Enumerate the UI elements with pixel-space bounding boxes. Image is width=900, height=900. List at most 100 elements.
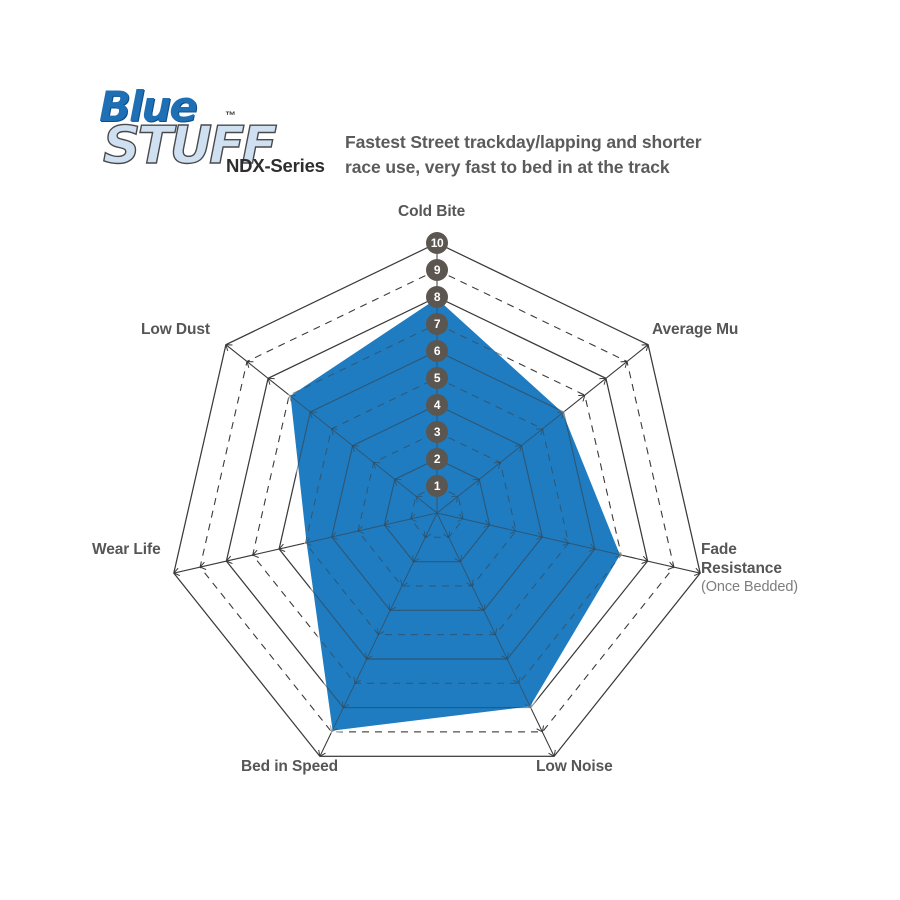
spoke-barb	[590, 543, 596, 550]
axis-label-text: Low Noise	[536, 758, 613, 775]
spoke-barb	[199, 561, 205, 568]
spoke-barb	[483, 524, 490, 528]
spoke-barb	[518, 676, 521, 684]
spoke-barb	[553, 749, 556, 757]
spoke-barb	[384, 524, 391, 528]
spoke-barb	[331, 536, 338, 540]
spoke-barb	[423, 530, 426, 538]
spoke-barb	[357, 530, 365, 534]
spoke-barb	[252, 554, 259, 559]
grid-ring-4	[331, 404, 543, 611]
grid-ring-1	[410, 485, 464, 538]
scale-tick-8: 8	[426, 286, 448, 308]
spoke-barb	[694, 572, 701, 577]
spoke-barb	[495, 628, 498, 635]
spoke-barb	[476, 479, 480, 486]
series-name: NDX-Series	[226, 155, 325, 176]
spoke-barb	[541, 725, 544, 732]
spoke-barb	[318, 749, 321, 757]
spoke-barb	[509, 530, 517, 534]
spoke-barb	[477, 606, 485, 611]
spoke-barb	[511, 525, 517, 532]
scale-tick-2: 2	[426, 448, 448, 470]
trademark-icon: ™	[225, 110, 236, 122]
product-tagline: Fastest Street trackday/lapping and shor…	[345, 130, 745, 180]
spoke-barb	[354, 679, 361, 684]
spoke-barb	[537, 531, 543, 538]
spoke-barb	[309, 411, 313, 419]
logo-word-blue: Blue	[99, 82, 198, 131]
spoke-barb	[365, 652, 368, 660]
axis-label-text: Cold Bite	[398, 203, 466, 220]
axis-label-sublabel: (Once Bedded)	[701, 579, 799, 595]
grid-ring-6	[278, 350, 596, 660]
spoke-barb	[641, 560, 648, 565]
spoke-barb	[562, 542, 569, 546]
scale-tick-10: 10	[426, 232, 448, 254]
spoke-barb	[425, 533, 432, 538]
spoke-barb	[455, 496, 459, 503]
axis-label-text: Bed in Speed	[241, 758, 338, 775]
scale-tick-1: 1	[426, 475, 448, 497]
spoke-barb	[513, 679, 520, 684]
spoke-barb	[388, 603, 391, 611]
axis-label-low-dust: Low Dust	[141, 320, 210, 339]
spoke-barb	[246, 361, 250, 368]
radar-chart-svg	[173, 242, 701, 757]
spoke-barb	[352, 445, 355, 453]
spoke-barb	[173, 572, 180, 577]
spoke-barb	[330, 725, 333, 732]
spoke-barb	[669, 561, 675, 568]
spoke-barb	[645, 344, 649, 352]
spoke-barb	[642, 555, 648, 562]
spoke-barb	[501, 655, 508, 660]
scale-tick-3: 3	[426, 421, 448, 443]
axis-label-average-mu: Average Mu	[652, 320, 738, 339]
spoke-barb	[536, 728, 543, 733]
spoke-barb	[394, 479, 398, 486]
grid-ring-5	[304, 377, 570, 636]
spoke-barb	[498, 462, 501, 469]
spoke-barb	[667, 566, 675, 571]
spoke-barb	[366, 655, 373, 660]
data-polygon	[288, 295, 623, 734]
spoke-barb	[225, 344, 229, 352]
spoke-barb	[384, 519, 390, 526]
spoke-barb	[415, 496, 419, 503]
spoke-barb	[305, 537, 311, 544]
spoke-barb	[489, 631, 496, 635]
page-header: Blue ™ STUFF NDX-Series Fastest Street t…	[0, 0, 900, 200]
spoke-barb	[226, 555, 232, 562]
axis-label-cold-bite: Cold Bite	[398, 202, 465, 221]
grid-ring-8	[225, 296, 649, 709]
blue-stuff-logo: Blue ™ STUFF	[97, 82, 278, 178]
spoke-barb	[484, 519, 490, 526]
spoke-barb	[331, 728, 338, 733]
spoke-barb	[226, 560, 233, 565]
spoke-barb	[624, 361, 628, 368]
spoke-barb	[341, 701, 344, 708]
spoke-barb	[252, 549, 258, 556]
spoke-barb	[519, 445, 522, 453]
scale-tick-9: 9	[426, 259, 448, 281]
tagline-line-2: race use, very fast to bed in at the tra…	[345, 157, 670, 177]
spoke-barb	[357, 525, 363, 532]
axis-label-text: Fade	[701, 541, 737, 558]
spoke-barb	[536, 536, 543, 540]
spoke-barb	[524, 704, 531, 708]
grid-ring-2	[383, 458, 491, 563]
spoke-barb	[588, 548, 596, 553]
spoke-barb	[389, 606, 397, 611]
spoke-barb	[471, 579, 474, 587]
radar-chart: Cold Bite Average Mu Fade Resistance (Once B…	[0, 190, 900, 830]
spoke-barb	[603, 378, 607, 385]
axis-label-text: Average Mu	[652, 321, 739, 338]
spoke-barb	[376, 628, 379, 635]
axis-label-text: Wear Life	[92, 541, 161, 558]
spoke-barb	[343, 704, 350, 708]
spoke-barb	[410, 518, 417, 522]
spoke-barb	[530, 701, 533, 708]
spoke-barb	[401, 582, 408, 587]
spoke-barb	[288, 395, 292, 402]
scale-tick-4: 4	[426, 394, 448, 416]
